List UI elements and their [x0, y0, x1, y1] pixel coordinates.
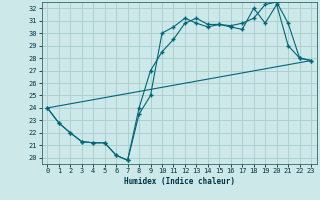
- X-axis label: Humidex (Indice chaleur): Humidex (Indice chaleur): [124, 177, 235, 186]
